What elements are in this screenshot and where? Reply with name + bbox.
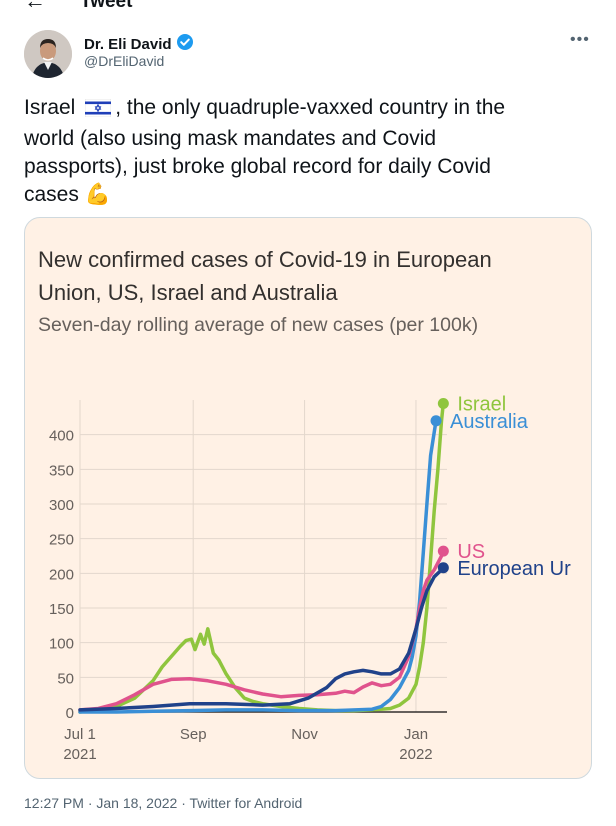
y-tick-label-100: 100 — [49, 636, 74, 653]
x-tick-label-year-3: 2022 — [399, 746, 432, 763]
author-handle[interactable]: @DrEliDavid — [84, 53, 165, 69]
header-bar: ← Tweet — [0, 0, 616, 18]
series-end-marker-european-union — [437, 562, 449, 574]
series-line-australia — [78, 419, 438, 714]
series-line-us — [78, 549, 446, 712]
author-name-row[interactable]: Dr. Eli David — [84, 33, 194, 56]
x-tick-label-1: Sep — [180, 726, 207, 743]
y-tick-label-150: 150 — [49, 601, 74, 618]
verified-badge-icon — [176, 33, 194, 56]
chart-image-card[interactable] — [24, 217, 592, 779]
tweet-text: Israel , the only quadruple-vaxxed count… — [24, 94, 592, 209]
x-tick-label-0: Jul 1 — [64, 726, 96, 743]
author-name[interactable]: Dr. Eli David — [84, 36, 172, 53]
back-arrow-icon[interactable]: ← — [24, 0, 46, 13]
y-tick-label-200: 200 — [49, 566, 74, 583]
series-label-israel: Israel — [457, 393, 506, 415]
tweet-text-rest: , the only quadruple-vaxxed country in t… — [24, 96, 506, 206]
y-tick-label-400: 400 — [49, 428, 74, 445]
series-line-european-union — [78, 566, 446, 712]
series-end-marker-australia — [430, 415, 442, 427]
tweet-text-start: Israel — [24, 96, 76, 119]
y-tick-label-350: 350 — [49, 462, 74, 479]
series-end-marker-israel — [437, 397, 449, 409]
y-tick-label-250: 250 — [49, 532, 74, 549]
y-tick-label-50: 50 — [57, 670, 74, 687]
flexed-biceps-emoji: 💪 — [84, 183, 111, 206]
x-tick-label-year-0: 2021 — [63, 746, 96, 763]
series-line-israel — [78, 401, 446, 714]
y-tick-label-300: 300 — [49, 497, 74, 514]
chart-subtitle: Seven-day rolling average of new cases (… — [38, 314, 479, 336]
y-tick-label-0: 0 — [66, 705, 74, 722]
series-label-us: US — [457, 541, 485, 563]
tweet-timestamp[interactable]: 12:27 PM · Jan 18, 2022 · Twitter for An… — [24, 795, 303, 811]
covid-cases-line-chart: 0 50 100 150 200 250 300 350 400 Jul 1 2021 Sep Nov J… — [49, 393, 571, 763]
x-tick-label-2: Nov — [291, 726, 318, 743]
series-label-european-union: European Ur — [457, 558, 571, 580]
more-options-icon[interactable]: ••• — [570, 31, 590, 48]
header-title: Tweet — [80, 0, 133, 12]
series-label-australia: Australia — [450, 411, 529, 433]
israel-flag-icon — [84, 97, 112, 125]
series-end-marker-us — [437, 545, 449, 557]
avatar[interactable] — [24, 30, 72, 78]
x-tick-label-3: Jan — [404, 726, 428, 743]
chart-title: New confirmed cases of Covid-19 in Europ… — [38, 247, 492, 305]
